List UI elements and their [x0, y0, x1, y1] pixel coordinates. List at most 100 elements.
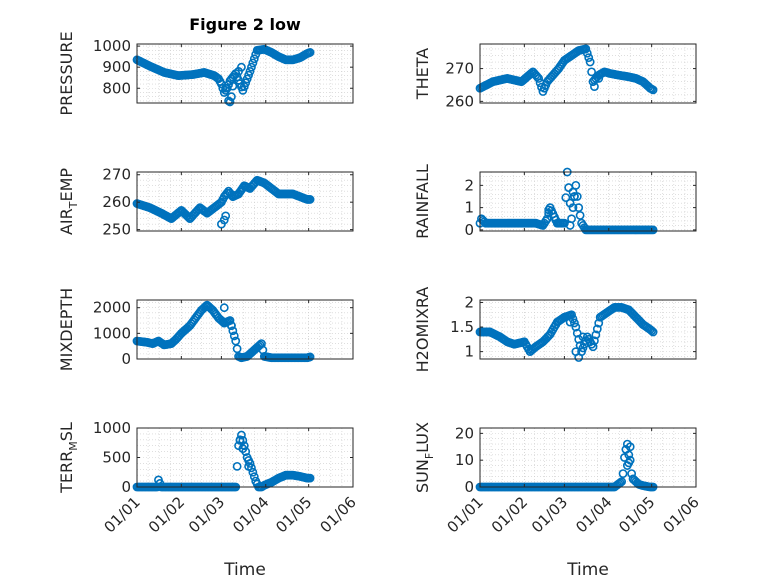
subplot-h2omixra: 1 1.5 2 H2OMIXRA — [413, 287, 697, 372]
y-tick-label: 1000 — [93, 324, 131, 342]
y-tick-label: 260 — [445, 92, 474, 110]
x-tick-label: 01/05 — [272, 493, 315, 536]
y-tick-label: 270 — [102, 166, 131, 184]
data-point — [249, 54, 259, 64]
x-tick-label: 01/01 — [101, 493, 144, 536]
axes-frame — [136, 171, 354, 232]
axes-frame — [479, 43, 697, 104]
data-point — [229, 331, 239, 341]
data-point — [238, 444, 248, 454]
y-tick-label: 260 — [102, 193, 131, 211]
axes-frame — [479, 427, 697, 488]
data-point — [587, 67, 596, 77]
y-axis-label: RAINFALL — [413, 164, 432, 239]
data-point — [565, 317, 575, 327]
data-point — [237, 430, 246, 440]
data-point — [565, 221, 575, 230]
x-axis-label-right: Time — [566, 560, 609, 580]
data-point — [590, 82, 599, 92]
y-tick-label: 2 — [464, 293, 474, 311]
plot-area — [480, 300, 696, 359]
data-point — [249, 472, 259, 482]
grid-lines — [479, 427, 697, 488]
data-point — [305, 352, 315, 362]
y-tick-label: 0 — [464, 478, 474, 496]
data-point — [534, 74, 544, 83]
x-axis-label-left: Time — [223, 560, 266, 580]
series-points — [132, 44, 315, 107]
data-point — [581, 44, 591, 54]
data-point — [584, 53, 594, 63]
data-point — [568, 187, 578, 197]
y-tick-label: 250 — [102, 221, 131, 239]
data-point — [574, 203, 584, 213]
x-tick-label: 01/02 — [145, 493, 188, 536]
x-tick-label: 01/02 — [488, 493, 531, 536]
subplot-pressure: 800 900 1000 PRESSURE — [57, 31, 354, 116]
data-point — [305, 473, 315, 483]
data-point — [248, 58, 258, 68]
data-point — [227, 92, 236, 102]
data-point — [648, 225, 658, 235]
y-tick-label: 10 — [455, 451, 474, 469]
axes-frame — [479, 299, 697, 360]
data-point — [592, 324, 602, 334]
data-point — [544, 205, 554, 215]
data-point — [561, 193, 571, 203]
y-tick-label: 270 — [445, 60, 474, 78]
data-point — [248, 467, 258, 477]
subplot-rainfall: 0 1 2 RAINFALL — [413, 164, 697, 239]
data-point — [219, 303, 229, 313]
data-point — [624, 450, 634, 460]
data-point — [571, 322, 581, 332]
data-point — [227, 321, 236, 331]
data-point — [247, 62, 256, 72]
data-point — [221, 211, 231, 221]
data-point — [615, 478, 625, 488]
subplot-mixdepth: 0 1000 2000 MIXDEPTH — [57, 288, 354, 371]
data-point — [571, 347, 581, 357]
data-point — [237, 62, 246, 72]
data-point — [578, 332, 588, 342]
y-tick-label: 1 — [464, 343, 474, 361]
data-point — [235, 435, 245, 445]
y-tick-label: 1.5 — [450, 318, 474, 336]
axes-frame — [479, 171, 697, 232]
y-tick-label: 1000 — [93, 419, 131, 437]
data-point — [648, 327, 658, 337]
data-point — [225, 316, 235, 325]
y-tick-label: 20 — [455, 424, 474, 442]
series-points — [475, 44, 658, 96]
y-tick-label: 1 — [464, 199, 474, 217]
data-point — [648, 85, 658, 95]
data-point — [225, 97, 235, 107]
data-point — [575, 211, 585, 220]
plot-area — [137, 300, 353, 359]
data-point — [228, 81, 238, 91]
y-tick-label: 0 — [464, 221, 474, 239]
y-tick-label: 500 — [102, 449, 131, 467]
data-point — [591, 330, 601, 340]
y-tick-label: 2000 — [93, 299, 131, 317]
series-points — [475, 302, 658, 362]
data-point — [244, 461, 253, 471]
series-points — [475, 167, 658, 235]
y-tick-label: 2 — [464, 176, 474, 194]
x-tick-label: 01/06 — [660, 493, 703, 536]
y-axis-label: SUNFLUX — [413, 422, 436, 493]
y-axis-label: TERRMSL — [57, 422, 80, 494]
subplot-air-temp: 250 260 270 AIRTEMP — [57, 166, 354, 239]
figure-title: Figure 2 low — [189, 15, 301, 34]
data-point — [590, 336, 599, 346]
data-point — [618, 469, 628, 478]
x-tick-label: 01/03 — [528, 493, 571, 536]
y-axis-label: THETA — [413, 48, 432, 100]
data-point — [219, 215, 229, 225]
y-tick-label: 0 — [121, 478, 131, 496]
x-tick-label: 01/01 — [444, 493, 487, 536]
x-tick-label: 01/06 — [317, 493, 360, 536]
